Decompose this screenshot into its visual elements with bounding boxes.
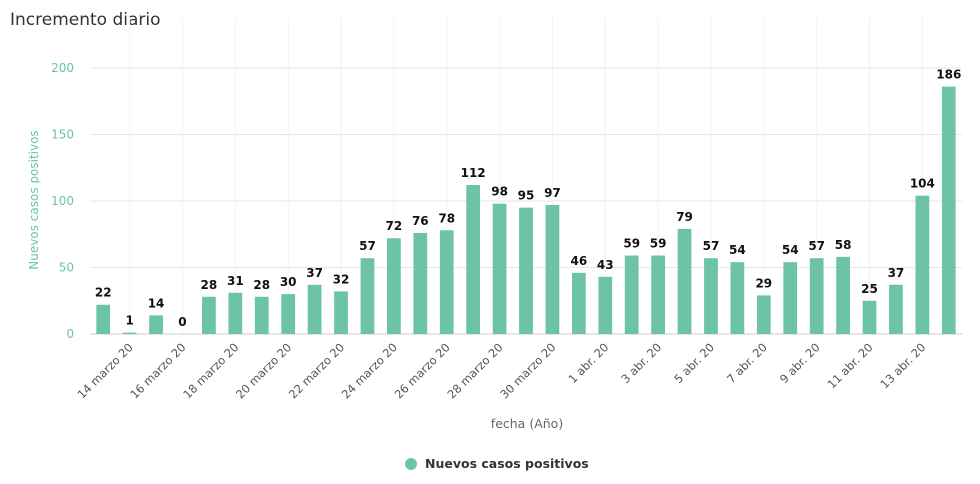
data-label: 79 — [676, 210, 693, 224]
x-axis-title: fecha (Año) — [491, 416, 563, 431]
bar — [545, 204, 560, 334]
data-label: 95 — [518, 189, 535, 203]
bar — [730, 262, 745, 334]
bar — [704, 258, 718, 334]
x-tick-label: 30 marzo 20 — [497, 340, 558, 401]
x-tick-label: 9 abr. 20 — [777, 340, 823, 386]
data-label: 112 — [461, 166, 486, 180]
legend-label: Nuevos casos positivos — [425, 456, 589, 471]
x-tick-label: 14 marzo 20 — [74, 340, 135, 401]
data-label: 37 — [888, 266, 905, 280]
data-label: 14 — [148, 296, 165, 310]
bar — [281, 294, 296, 334]
bar — [651, 255, 665, 334]
data-label: 104 — [910, 177, 935, 191]
x-tick-label: 3 abr. 20 — [618, 340, 664, 386]
data-label: 54 — [782, 243, 799, 257]
data-label: 72 — [386, 219, 403, 233]
bar — [519, 207, 533, 334]
bar — [439, 230, 454, 334]
data-label: 59 — [623, 237, 640, 251]
bar — [96, 304, 111, 334]
x-tick-label: 1 abr. 20 — [565, 340, 611, 386]
data-label: 57 — [808, 239, 825, 253]
x-tick-label: 24 marzo 20 — [339, 340, 400, 401]
bar — [598, 276, 613, 334]
x-tick-label: 11 abr. 20 — [825, 340, 876, 391]
data-label: 37 — [306, 266, 323, 280]
bar — [677, 228, 692, 334]
bar — [915, 195, 930, 334]
bar — [466, 185, 481, 334]
data-label: 29 — [755, 276, 772, 290]
bar — [254, 296, 269, 334]
data-label: 186 — [936, 68, 961, 82]
data-label: 28 — [201, 278, 218, 292]
bar — [571, 272, 586, 334]
bar — [836, 256, 850, 334]
data-label: 25 — [861, 282, 878, 296]
y-axis-title: Nuevos casos positivos — [27, 130, 41, 269]
bar — [149, 315, 163, 334]
bar — [941, 86, 956, 335]
x-tick-label: 26 marzo 20 — [392, 340, 453, 401]
bar — [387, 238, 401, 334]
y-tick-label: 150 — [51, 128, 74, 142]
data-label: 57 — [359, 239, 376, 253]
legend[interactable]: Nuevos casos positivos — [405, 456, 589, 471]
data-label: 1 — [125, 314, 133, 328]
data-label: 78 — [438, 211, 455, 225]
y-axis-ticks: 0 50 100 150 200 — [51, 61, 74, 341]
bar — [783, 262, 798, 334]
data-label: 97 — [544, 186, 561, 200]
legend-swatch — [405, 457, 417, 470]
data-label: 59 — [650, 237, 667, 251]
data-label: 43 — [597, 258, 614, 272]
x-tick-label: 28 marzo 20 — [444, 340, 505, 401]
bar — [334, 291, 348, 334]
bars — [96, 86, 956, 335]
x-tick-label: 13 abr. 20 — [877, 340, 928, 391]
data-label: 32 — [333, 272, 350, 286]
bar — [624, 255, 639, 334]
x-tick-label: 5 abr. 20 — [671, 340, 717, 386]
data-label: 31 — [227, 274, 244, 288]
bar — [492, 203, 507, 334]
bar — [862, 300, 877, 334]
x-tick-label: 20 marzo 20 — [233, 340, 294, 401]
data-label: 76 — [412, 214, 429, 228]
y-tick-label: 200 — [51, 61, 74, 75]
chart-title: Incremento diario — [10, 10, 161, 30]
bar — [228, 292, 243, 334]
bar — [307, 284, 322, 334]
bar — [202, 296, 216, 334]
data-label: 28 — [253, 278, 270, 292]
data-label: 54 — [729, 243, 746, 257]
x-tick-label: 7 abr. 20 — [724, 340, 770, 386]
bar — [889, 284, 903, 334]
data-label: 22 — [95, 286, 112, 300]
data-label: 46 — [570, 254, 587, 268]
x-tick-label: 16 marzo 20 — [127, 340, 188, 401]
data-label: 0 — [178, 315, 186, 329]
y-tick-label: 100 — [51, 194, 74, 208]
bar — [413, 232, 428, 334]
x-tick-label: 18 marzo 20 — [180, 340, 241, 401]
data-label: 58 — [835, 238, 852, 252]
data-label: 57 — [703, 239, 720, 253]
bar — [809, 258, 824, 334]
data-labels: 22 1 14 0 28 31 28 30 37 32 57 72 76 78 112 98 95 97 46 43 5… — [95, 68, 961, 329]
x-tick-label: 22 marzo 20 — [286, 340, 347, 401]
y-tick-label: 0 — [66, 327, 74, 341]
y-tick-label: 50 — [59, 261, 74, 275]
bar — [756, 295, 771, 334]
data-label: 98 — [491, 185, 508, 199]
bar — [360, 258, 375, 334]
data-label: 30 — [280, 275, 297, 289]
bar — [122, 332, 137, 334]
